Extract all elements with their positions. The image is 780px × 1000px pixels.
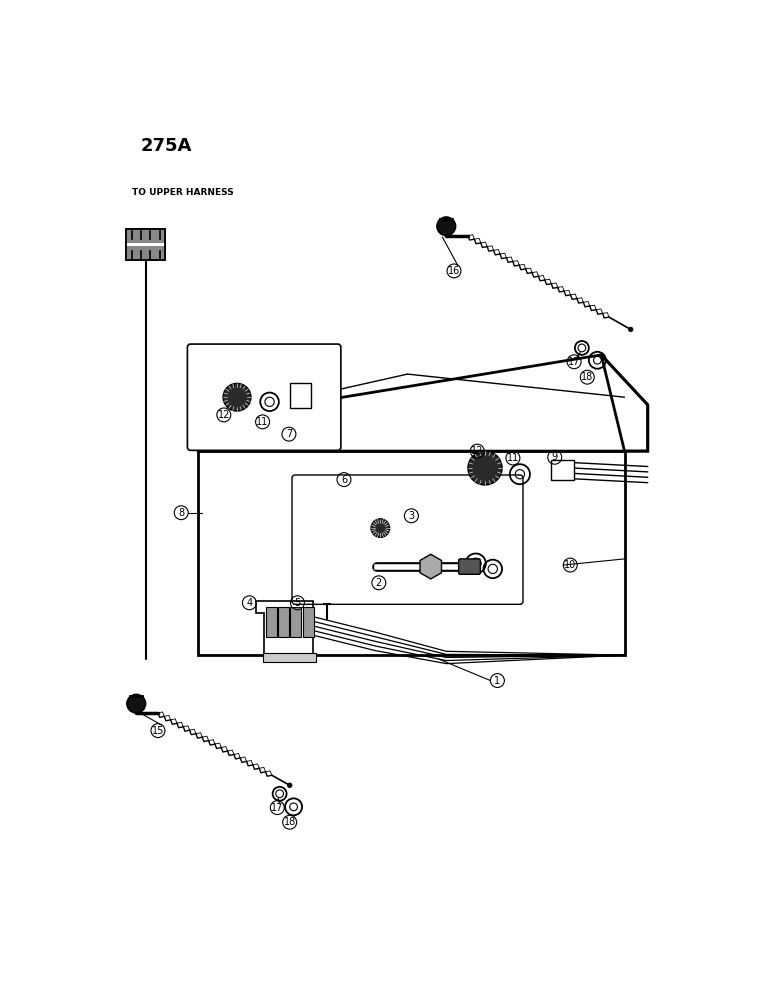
- Text: 10: 10: [564, 560, 576, 570]
- Text: 5: 5: [294, 598, 300, 608]
- Circle shape: [287, 783, 292, 788]
- FancyBboxPatch shape: [187, 344, 341, 450]
- Text: 8: 8: [178, 508, 184, 518]
- Text: 15: 15: [152, 726, 164, 736]
- Text: 1: 1: [495, 676, 501, 686]
- FancyBboxPatch shape: [551, 460, 574, 480]
- FancyBboxPatch shape: [290, 607, 301, 637]
- Text: TO UPPER HARNESS: TO UPPER HARNESS: [132, 188, 233, 197]
- Text: 3: 3: [408, 511, 414, 521]
- FancyBboxPatch shape: [126, 243, 165, 246]
- Circle shape: [629, 327, 633, 332]
- FancyBboxPatch shape: [278, 607, 289, 637]
- FancyBboxPatch shape: [292, 475, 523, 604]
- FancyBboxPatch shape: [263, 653, 316, 662]
- Text: 12: 12: [471, 446, 484, 456]
- Circle shape: [371, 519, 390, 537]
- Text: 17: 17: [271, 803, 283, 813]
- FancyBboxPatch shape: [126, 246, 165, 260]
- FancyBboxPatch shape: [266, 607, 277, 637]
- Text: 275A: 275A: [140, 137, 192, 155]
- Text: 4: 4: [246, 598, 253, 608]
- Text: 6: 6: [341, 475, 347, 485]
- Text: 12: 12: [218, 410, 230, 420]
- Text: 17: 17: [568, 357, 580, 367]
- Text: 2: 2: [376, 578, 382, 588]
- Text: 11: 11: [257, 417, 268, 427]
- Circle shape: [127, 694, 146, 713]
- Circle shape: [437, 217, 456, 235]
- Text: 18: 18: [581, 372, 594, 382]
- FancyBboxPatch shape: [303, 607, 314, 637]
- FancyBboxPatch shape: [289, 383, 311, 408]
- FancyBboxPatch shape: [459, 559, 480, 574]
- Circle shape: [468, 451, 502, 485]
- Text: 18: 18: [284, 817, 296, 827]
- Text: 7: 7: [285, 429, 292, 439]
- Text: 11: 11: [507, 453, 519, 463]
- Text: 16: 16: [448, 266, 460, 276]
- Circle shape: [223, 383, 251, 411]
- FancyBboxPatch shape: [126, 229, 165, 243]
- Text: 9: 9: [551, 452, 558, 462]
- FancyBboxPatch shape: [126, 229, 165, 260]
